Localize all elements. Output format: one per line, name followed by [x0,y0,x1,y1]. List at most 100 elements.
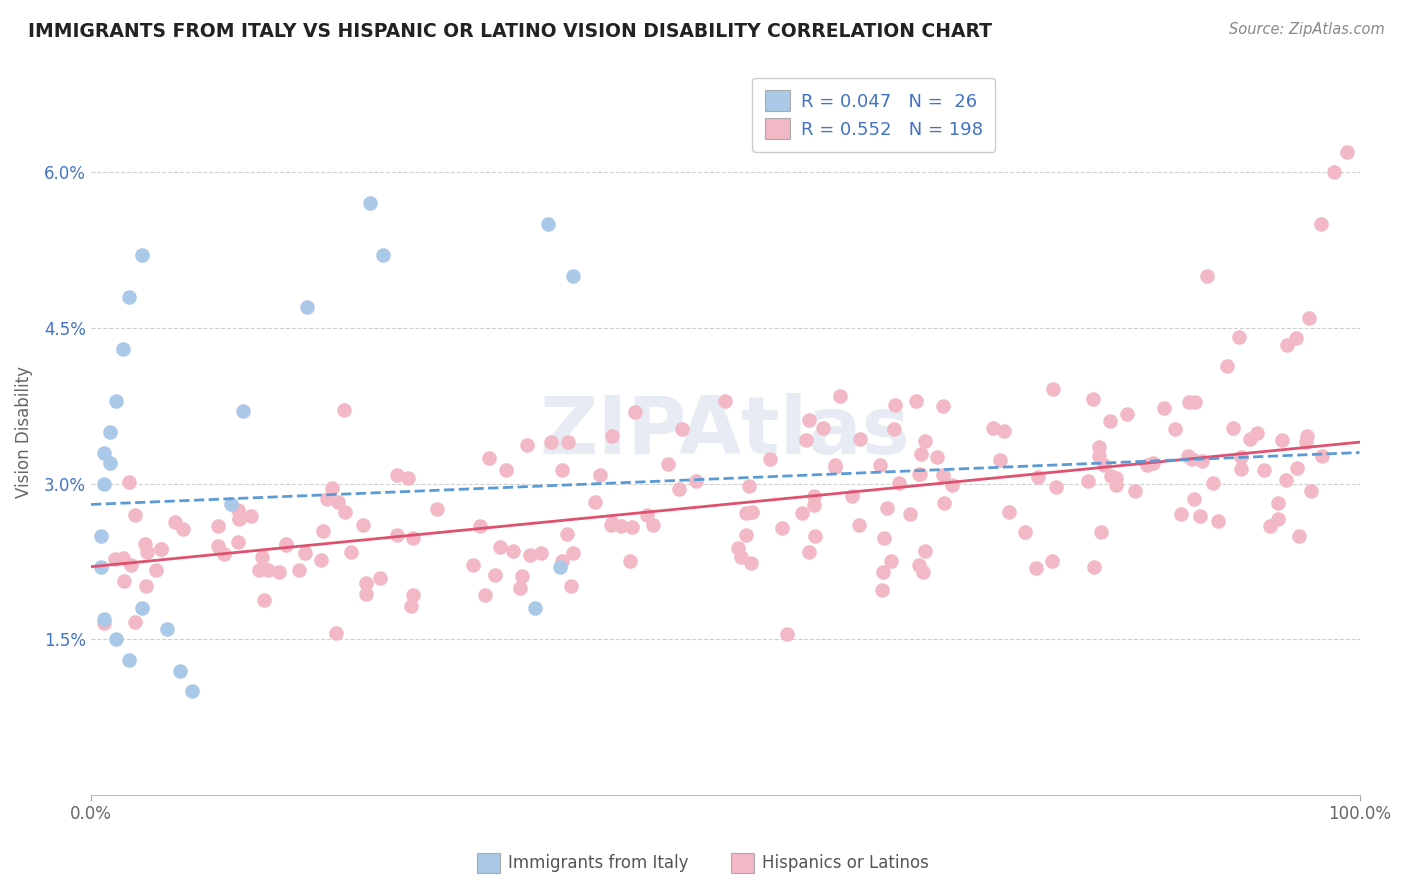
Point [685,474,707,488]
Point [883,422,905,436]
Point [737,478,759,492]
Point [537,217,560,231]
Point [316,492,339,507]
Point [907,558,929,572]
Point [848,517,870,532]
Point [1191,454,1213,468]
Point [1182,491,1205,506]
Point [519,548,541,562]
Point [93,476,115,491]
Point [1115,407,1137,421]
Point [312,524,335,538]
Point [295,300,318,314]
Point [557,527,579,541]
Point [600,429,623,443]
Point [1295,429,1317,443]
Point [619,554,641,568]
Point [561,546,583,560]
Point [1014,525,1036,540]
Point [735,506,758,520]
Point [118,475,141,489]
Point [226,503,249,517]
Point [1040,554,1063,568]
Point [250,550,273,565]
Point [714,393,737,408]
Point [385,527,408,541]
Point [560,579,582,593]
Point [510,569,533,583]
Point [239,509,262,524]
Point [461,558,484,572]
Point [908,467,931,482]
Point [1090,525,1112,540]
Point [925,450,948,465]
Point [993,424,1015,438]
Point [172,522,194,536]
Point [540,435,562,450]
Point [124,615,146,629]
Point [1083,392,1105,406]
Point [247,563,270,577]
Point [1099,469,1122,483]
Point [181,684,204,698]
Point [294,545,316,559]
Point [794,434,817,448]
Point [1099,414,1122,428]
Point [637,508,659,522]
Point [257,563,280,577]
Point [267,566,290,580]
Point [557,435,579,450]
Point [112,574,135,588]
Point [321,481,343,495]
Point [399,599,422,613]
Point [914,544,936,558]
Point [583,495,606,509]
Point [1178,395,1201,409]
Point [1181,451,1204,466]
Point [135,545,157,559]
Point [169,664,191,678]
Point [600,516,623,531]
Point [232,404,254,418]
Point [797,545,820,559]
Point [824,458,846,472]
Point [589,467,612,482]
Point [641,518,664,533]
Point [623,405,645,419]
Point [219,498,242,512]
Point [776,627,799,641]
Point [149,541,172,556]
Point [105,632,128,647]
Point [509,581,531,595]
Point [311,553,333,567]
Point [207,518,229,533]
Point [118,653,141,667]
Point [981,421,1004,435]
Point [1189,509,1212,524]
Point [1105,470,1128,484]
Point [120,558,142,573]
Point [1275,337,1298,351]
Point [1288,529,1310,543]
Point [340,545,363,559]
Point [253,593,276,607]
Point [93,445,115,459]
Point [1267,512,1289,526]
Point [134,537,156,551]
Point [1105,478,1128,492]
Point [904,393,927,408]
Point [359,196,381,211]
Legend: R = 0.047   N =  26, R = 0.552   N = 198: R = 0.047 N = 26, R = 0.552 N = 198 [752,78,995,152]
Point [1088,441,1111,455]
Point [1177,449,1199,463]
Point [551,463,574,477]
Point [402,588,425,602]
Point [478,450,501,465]
Point [385,468,408,483]
Point [530,545,553,559]
Point [1136,458,1159,472]
Point [1026,470,1049,484]
Point [156,622,179,636]
Point [489,540,512,554]
Point [502,544,524,558]
